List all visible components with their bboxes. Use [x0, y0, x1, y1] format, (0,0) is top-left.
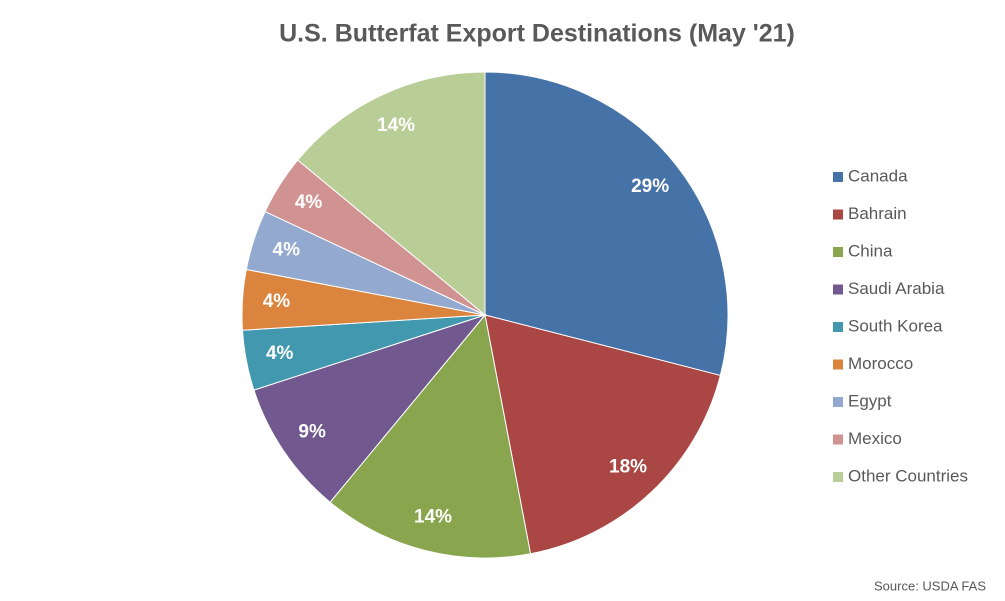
- data-label: 14%: [414, 506, 452, 527]
- legend-swatch: [833, 209, 843, 220]
- data-label: 4%: [266, 343, 294, 364]
- data-label: 9%: [298, 421, 326, 442]
- data-label: 4%: [295, 192, 323, 213]
- legend-label: Morocco: [848, 354, 913, 373]
- legend-label: Saudi Arabia: [848, 279, 945, 298]
- data-label: 18%: [609, 456, 647, 477]
- legend-swatch: [833, 284, 843, 295]
- pie-slice: [297, 71, 486, 317]
- data-label: 4%: [273, 239, 301, 260]
- legend-label: China: [848, 241, 893, 260]
- source-note: Source: USDA FAS: [874, 578, 986, 593]
- data-label: 29%: [631, 176, 669, 197]
- data-label: 14%: [377, 115, 415, 136]
- legend-swatch: [833, 172, 843, 182]
- pie-slice: [253, 313, 487, 503]
- chart-title: U.S. Butterfat Export Destinations (May …: [279, 20, 795, 48]
- legend-swatch: [833, 397, 843, 407]
- legend-swatch: [833, 322, 843, 332]
- pie-slice: [484, 314, 721, 555]
- legend-label: Other Countries: [848, 466, 968, 485]
- legend-swatch: [833, 247, 843, 257]
- pie-slice: [484, 71, 729, 377]
- legend-label: Egypt: [848, 391, 892, 410]
- legend-label: South Korea: [848, 316, 943, 335]
- legend-label: Bahrain: [848, 204, 907, 223]
- legend-label: Canada: [848, 166, 908, 185]
- legend-swatch: [833, 434, 843, 445]
- legend-swatch: [833, 472, 843, 482]
- legend-label: Mexico: [848, 429, 902, 448]
- legend-swatch: [833, 359, 843, 370]
- pie-slice: [329, 313, 532, 559]
- data-label: 4%: [263, 291, 291, 312]
